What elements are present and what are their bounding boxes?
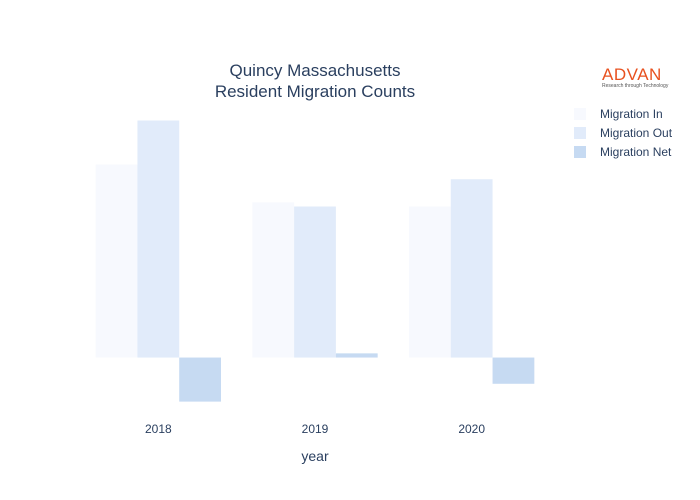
x-tick-label-2018: 2018 [145, 422, 172, 436]
legend-item-migration-net[interactable]: Migration Net [574, 145, 672, 159]
legend[interactable]: Migration In Migration Out Migration Net [574, 107, 673, 159]
bar-migration-out-2018[interactable] [137, 120, 180, 358]
legend-swatch [574, 127, 586, 139]
legend-label: Migration In [600, 107, 663, 121]
legend-swatch [574, 146, 586, 158]
legend-item-migration-in[interactable]: Migration In [574, 107, 663, 121]
bar-migration-in-2020[interactable] [409, 206, 451, 358]
x-tick-label-2020: 2020 [458, 422, 485, 436]
logo-wordmark: ADVAN [602, 65, 662, 84]
x-tick-labels: 2018 2019 2020 [145, 422, 485, 436]
legend-label: Migration Net [600, 145, 672, 159]
legend-label: Migration Out [600, 126, 673, 140]
legend-swatch [574, 108, 586, 120]
legend-item-migration-out[interactable]: Migration Out [574, 126, 673, 140]
bar-migration-in-2019[interactable] [252, 202, 295, 358]
advan-logo: ADVAN Research through Technology [602, 66, 672, 96]
logo-tagline: Research through Technology [602, 83, 669, 89]
chart-title-line-2: Resident Migration Counts [215, 82, 415, 101]
chart-title-line-1: Quincy Massachusetts [229, 61, 400, 80]
bar-migration-out-2019[interactable] [294, 206, 336, 358]
bar-migration-net-2019[interactable] [335, 353, 378, 358]
bar-migration-net-2018[interactable] [179, 357, 221, 402]
bar-migration-in-2018[interactable] [95, 164, 138, 358]
chart-title: Quincy Massachusetts Resident Migration … [215, 61, 415, 101]
x-tick-label-2019: 2019 [302, 422, 329, 436]
x-axis-title: year [301, 448, 329, 464]
bar-migration-net-2020[interactable] [492, 357, 535, 384]
bars-layer [95, 120, 535, 402]
bar-migration-out-2020[interactable] [450, 179, 493, 358]
